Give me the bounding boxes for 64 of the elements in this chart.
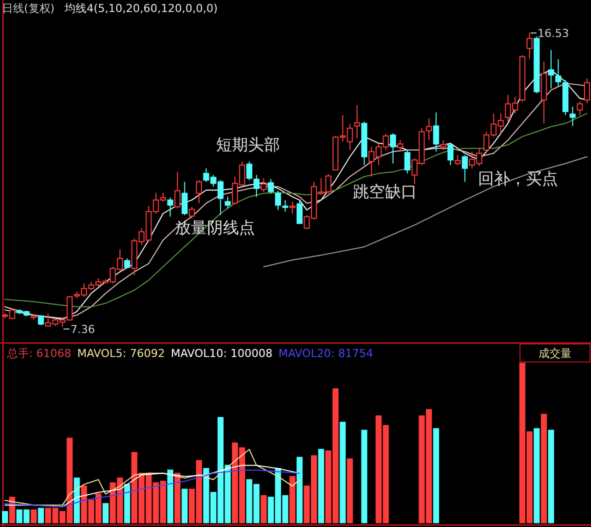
candlestick bbox=[296, 200, 303, 225]
bar bbox=[548, 430, 554, 524]
annotation: 短期头部 bbox=[216, 135, 280, 154]
candlestick bbox=[433, 112, 440, 152]
annotation: 回补，买点 bbox=[478, 169, 558, 188]
bar bbox=[296, 456, 303, 524]
bar bbox=[174, 472, 180, 524]
candlestick bbox=[260, 178, 267, 192]
candlestick bbox=[462, 154, 468, 182]
candlestick bbox=[196, 180, 202, 204]
annotation: 跳空缺口 bbox=[353, 182, 417, 201]
text: MAVOL20: 81754 bbox=[278, 347, 374, 360]
candlestick bbox=[275, 190, 282, 210]
candlestick bbox=[38, 314, 44, 326]
candlestick bbox=[246, 161, 252, 181]
candlestick bbox=[584, 78, 590, 104]
bar bbox=[318, 448, 324, 524]
bar bbox=[102, 503, 109, 524]
bar bbox=[289, 476, 296, 524]
text: MAVOL5: 76092 bbox=[77, 347, 165, 360]
candlestick bbox=[167, 196, 174, 218]
candlestick bbox=[224, 196, 231, 209]
annotation: 16.53 bbox=[538, 27, 570, 40]
bar bbox=[30, 509, 37, 524]
candlestick bbox=[404, 150, 410, 174]
candlestick bbox=[354, 104, 360, 139]
candlestick bbox=[397, 140, 404, 151]
bar bbox=[182, 488, 188, 524]
bar bbox=[2, 511, 8, 524]
candlestick bbox=[548, 49, 554, 89]
candlestick bbox=[289, 201, 296, 214]
bar bbox=[340, 422, 346, 524]
text: 总手: 61068 bbox=[6, 347, 72, 360]
candlestick bbox=[454, 154, 461, 166]
bar bbox=[124, 484, 130, 524]
candlestick bbox=[440, 140, 446, 151]
annotation: 7.36 bbox=[70, 323, 95, 336]
bar bbox=[361, 430, 368, 524]
chart-title: 日线(复权) bbox=[2, 2, 55, 15]
bar bbox=[38, 508, 44, 524]
candlestick bbox=[555, 58, 562, 86]
candlestick bbox=[526, 32, 533, 59]
candlestick bbox=[182, 181, 188, 216]
bar bbox=[346, 458, 353, 524]
candlestick bbox=[282, 200, 288, 212]
bar bbox=[540, 414, 547, 524]
candlestick bbox=[174, 171, 180, 209]
bar bbox=[534, 428, 540, 524]
candlestick bbox=[570, 106, 576, 126]
chart-title: 成交量 bbox=[538, 347, 572, 360]
chart-subtitle: 均线4(5,10,20,60,120,0,0,0) bbox=[64, 2, 218, 15]
annotation: 放量阴线点 bbox=[175, 218, 255, 237]
candlestick bbox=[188, 206, 195, 219]
bar bbox=[167, 470, 174, 524]
candlestick bbox=[253, 174, 260, 198]
candlestick bbox=[390, 132, 396, 164]
candlestick bbox=[124, 258, 130, 269]
candlestick bbox=[268, 178, 274, 194]
bar bbox=[433, 428, 440, 524]
text: MAVOL10: 100008 bbox=[170, 347, 272, 360]
candlestick bbox=[447, 142, 454, 166]
candlestick bbox=[576, 101, 583, 116]
bar bbox=[260, 495, 267, 524]
bar bbox=[74, 478, 80, 524]
